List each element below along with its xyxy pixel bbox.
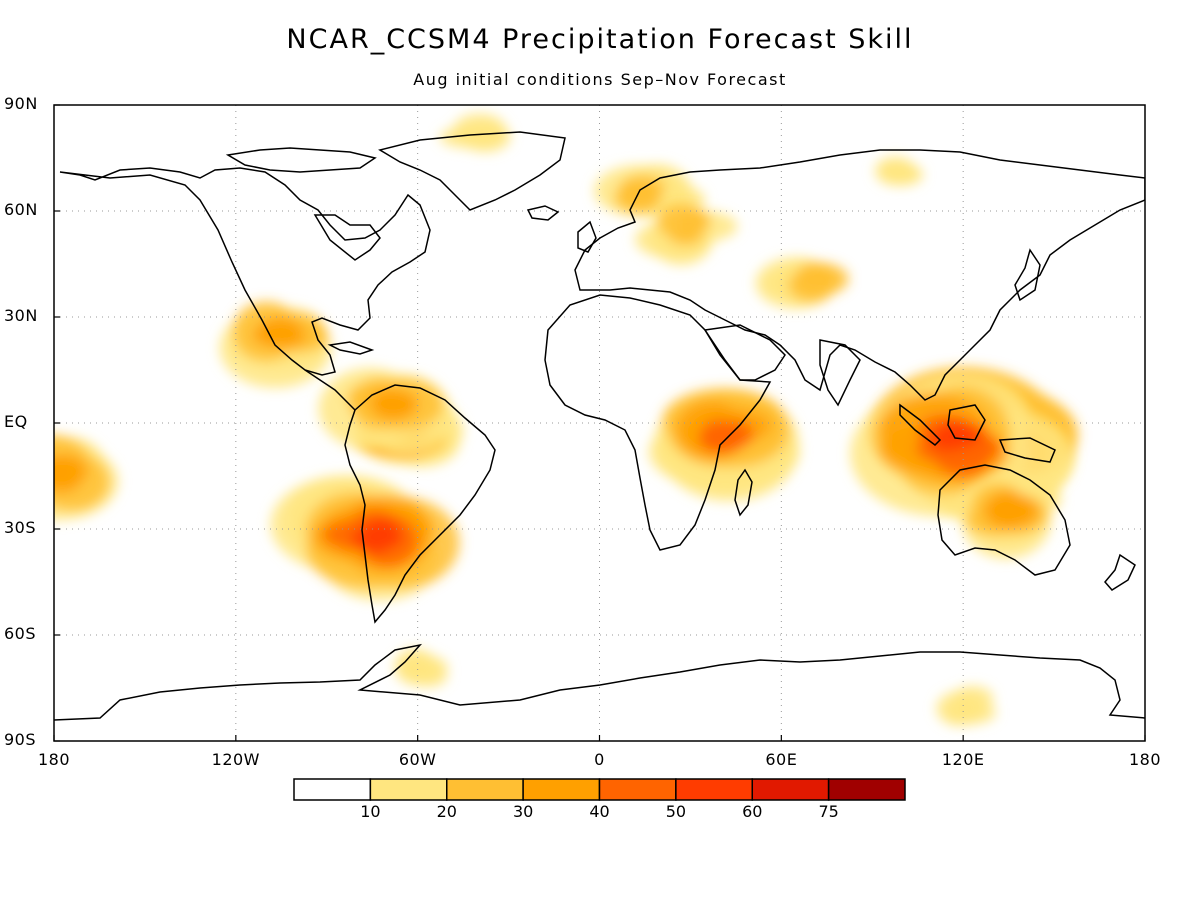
lat-label-90n: 90N [4, 94, 38, 113]
coast-africa [544, 294, 772, 551]
lon-label-0: 0 [594, 750, 605, 769]
colorbar-label: 40 [589, 802, 610, 821]
lon-label-180: 180 [37, 750, 71, 769]
skill-blob [669, 226, 703, 246]
gridlines [54, 105, 1145, 741]
coast-new-guinea [998, 437, 1056, 463]
skill-blob [874, 156, 916, 186]
coast-arctic-islands [225, 147, 377, 173]
skill-region [635, 203, 738, 266]
skill-region [936, 685, 997, 727]
skill-region [270, 475, 460, 601]
colorbar-bin [751, 778, 830, 801]
colorbar-bin [293, 778, 372, 801]
coast-antarctica [54, 643, 1145, 721]
skill-blob [394, 648, 436, 686]
skill-blob [260, 326, 306, 348]
coastlines [54, 131, 1145, 721]
colorbar-label: 75 [818, 802, 839, 821]
lat-label-30s: 30S [4, 518, 37, 537]
coast-sumatra [899, 403, 942, 446]
skill-region [219, 301, 332, 388]
colorbar-bin [827, 778, 906, 801]
coast-iceland [526, 205, 560, 221]
coast-japan [1014, 248, 1041, 302]
skill-blob [787, 268, 836, 303]
lon-label-120e: 120E [941, 750, 985, 769]
skill-region [961, 472, 1062, 559]
coast-australia [937, 464, 1071, 576]
skill-blob [439, 126, 498, 149]
coast-central-america [304, 369, 356, 411]
coast-eurasia [574, 149, 1145, 401]
coast-madagascar [734, 468, 753, 517]
coast-india [819, 339, 861, 407]
skill-region [874, 156, 924, 186]
lon-label-120w: 120W [211, 750, 260, 769]
skill-region [394, 648, 448, 688]
skill-fills [54, 113, 1079, 727]
coast-cuba [327, 341, 375, 355]
coast-greenland [378, 131, 566, 211]
axis-ticks [53, 104, 1146, 742]
colorbar-label: 20 [436, 802, 457, 821]
lat-label-60s: 60S [4, 624, 37, 643]
colorbar-label: 30 [512, 802, 534, 821]
coast-borneo [947, 404, 986, 441]
coast-north-america [59, 167, 431, 376]
lat-label-90s: 90S [4, 730, 37, 749]
skill-region [755, 257, 849, 309]
coast-hudson [313, 214, 381, 261]
skill-region [318, 367, 452, 457]
skill-blob [54, 459, 68, 485]
colorbar-bin [369, 778, 448, 801]
chart-subtitle: Aug initial conditions Sep–Nov Forecast [413, 70, 787, 89]
skill-blob [984, 495, 1040, 528]
lat-label-60n: 60N [4, 200, 38, 219]
skill-blob [698, 426, 747, 453]
colorbar [293, 778, 906, 801]
skill-blob [371, 390, 418, 420]
coast-south-america [344, 384, 496, 624]
colorbar-bin [675, 778, 753, 801]
skill-blob [350, 528, 403, 550]
colorbar-label: 50 [665, 802, 687, 821]
lon-label-60w: 60W [398, 750, 437, 769]
coast-arabia [703, 324, 786, 381]
colorbar-bin [598, 778, 677, 801]
colorbar-label: 60 [742, 802, 763, 821]
colorbar-label: 10 [360, 802, 381, 821]
skill-region [439, 113, 511, 153]
skill-blob [936, 691, 984, 727]
lat-label-eq: EQ [4, 412, 28, 431]
coast-new-zealand [1104, 553, 1136, 591]
skill-region [648, 388, 800, 502]
colorbar-bin [522, 778, 601, 801]
chart-title: NCAR_CCSM4 Precipitation Forecast Skill [286, 24, 914, 55]
coast-uk [577, 220, 597, 253]
lon-label-60e: 60E [765, 750, 798, 769]
skill-region [54, 434, 119, 521]
lon-label-180: 180 [1128, 750, 1162, 769]
colorbar-bin [446, 778, 524, 801]
lat-label-30n: 30N [4, 306, 38, 325]
